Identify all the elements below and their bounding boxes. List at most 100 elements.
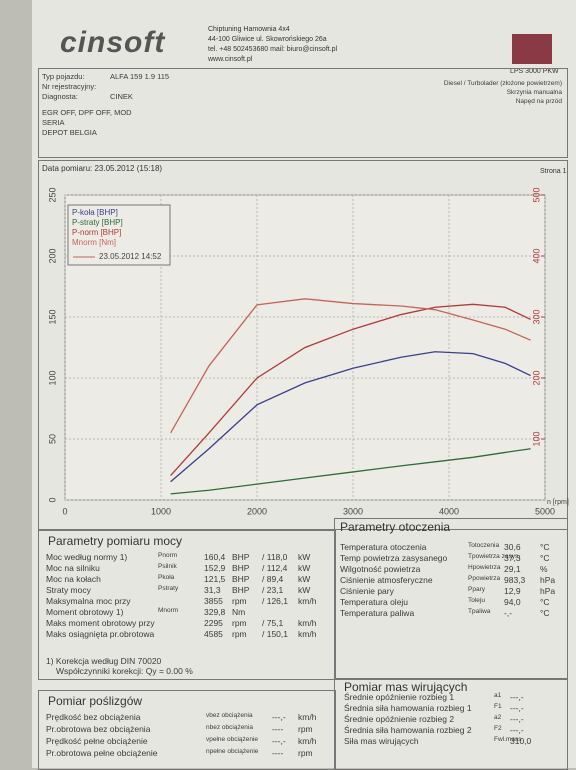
cell: Średnie opóźnienie rozbieg 2 (344, 714, 455, 724)
cell: Siła mas wirujących (344, 736, 419, 746)
cell: Maks osiągnięta pr.obrotowa (46, 629, 155, 639)
x-tick-label: 1000 (151, 506, 171, 516)
field-label: Nr rejestracyjny: (42, 82, 97, 91)
cell: Średnie opóźnienie rozbieg 1 (344, 692, 455, 702)
series-line (170, 448, 531, 495)
cell: ---- (272, 724, 284, 734)
cell: hPa (540, 575, 556, 585)
address: 44-100 Gliwice ul. Skowrońskiego 26a (208, 36, 327, 43)
cell: 29,1 (504, 564, 521, 574)
y-tick-label: 100 (47, 370, 57, 385)
cell: Ciśnienie pary (340, 586, 394, 596)
dyno-logo (512, 34, 552, 64)
cell: °C (540, 608, 550, 618)
legend-entry: P-koła [BHP] (72, 208, 118, 217)
cell: Moc na silniku (46, 563, 100, 573)
cell: kW (298, 563, 311, 573)
page-number: Strona 1 (540, 168, 567, 175)
cell: Maksymalna moc przy (46, 596, 131, 606)
cell: rpm (232, 629, 247, 639)
cell: kW (298, 585, 311, 595)
cell: ---,- (510, 714, 524, 724)
cell: F1 (494, 703, 502, 710)
cell: Wilgotność powietrza (340, 564, 421, 574)
cell: a2 (494, 714, 502, 721)
cell: km/h (298, 736, 317, 746)
y2-tick-label: 100 (531, 431, 541, 446)
cell: Toleju (468, 597, 485, 604)
cell: °C (540, 597, 550, 607)
cell: Moment obrotowy 1) (46, 607, 124, 617)
chart-box (38, 160, 568, 530)
cell: Tpowietrza zasys. (468, 553, 521, 560)
cell: / 126,1 (262, 596, 288, 606)
y2-tick-label: 400 (531, 248, 541, 263)
cell: Pkoła (158, 574, 175, 581)
cell: BHP (232, 585, 250, 595)
cell: Pnorm (158, 552, 178, 559)
cell: Maks moment obrotowy przy (46, 618, 155, 628)
legend-entry: P-norm [BHP] (72, 228, 121, 237)
series-line (170, 351, 531, 483)
cell: 31,3 (204, 585, 221, 595)
cell: Prędkość bez obciążenia (46, 712, 141, 722)
cell: Fwl.mass (494, 736, 522, 743)
section-title: Pomiar mas wirujących (344, 680, 468, 694)
cell: Pr.obrotowa bez obciążenia (46, 724, 151, 734)
cell: ---,- (510, 703, 524, 713)
cell: Moc na kołach (46, 574, 101, 584)
field-label: Diagnosta: (42, 92, 78, 101)
cell: 310,0 (510, 736, 532, 746)
series-line (170, 298, 531, 434)
cell: °C (540, 542, 550, 552)
cell: ---- (272, 748, 284, 758)
cell: ---,- (272, 712, 286, 722)
spec: Napęd na przód (515, 98, 562, 105)
cell: Średnia siła hamowania rozbieg 2 (344, 725, 472, 735)
legend-entry: Mnorm [Nm] (72, 238, 116, 247)
vehicle-box (38, 68, 568, 158)
note: 1) Korekcja według DIN 70020 (46, 656, 162, 666)
cell: -,- (504, 608, 513, 618)
cell: °C (540, 553, 550, 563)
x-tick-label: 3000 (343, 506, 363, 516)
y2-tick-label: 300 (531, 309, 541, 324)
x-tick-label: 5000 (535, 506, 555, 516)
cell: ---,- (272, 736, 286, 746)
cell: 329,8 (204, 607, 226, 617)
cell: npełne obciążenie (206, 748, 259, 755)
cell: / 150,1 (262, 629, 288, 639)
cell: Mnorm (158, 607, 179, 614)
cell: Ppowietrza (468, 575, 501, 582)
cell: Straty mocy (46, 585, 91, 595)
cell: / 118,0 (262, 552, 288, 562)
x-tick-label: 2000 (247, 506, 267, 516)
cell: 12,9 (504, 586, 521, 596)
cell: 152,9 (204, 563, 226, 573)
y-tick-label: 250 (47, 187, 57, 202)
y-tick-label: 150 (47, 309, 57, 324)
cell: Pr.obrotowa pełne obciążenie (46, 748, 158, 758)
cell: Temperatura paliwa (340, 608, 415, 618)
cell: Psilnik (158, 563, 177, 570)
cell: rpm (232, 618, 247, 628)
cell: kW (298, 552, 311, 562)
section-box (38, 530, 336, 680)
cell: Temp powietrza zasysanego (340, 553, 448, 563)
section-title: Parametry otoczenia (340, 520, 451, 534)
field-value: CINEK (110, 92, 133, 101)
cell: 94,0 (504, 597, 521, 607)
cell: Średnia siła hamowania rozbieg 1 (344, 703, 472, 713)
cell: / 112,4 (262, 563, 288, 573)
cell: Nm (232, 607, 246, 617)
cell: 2295 (204, 618, 223, 628)
cell: 30,6 (504, 542, 521, 552)
cell: a1 (494, 692, 502, 699)
series-line (170, 303, 531, 477)
cell: Temperatura otoczenia (340, 542, 427, 552)
cell: Pstraty (158, 585, 179, 592)
dyno-model: LPS 3000 PKW (510, 68, 559, 75)
cell: rpm (298, 724, 313, 734)
cell: ---,- (510, 725, 524, 735)
